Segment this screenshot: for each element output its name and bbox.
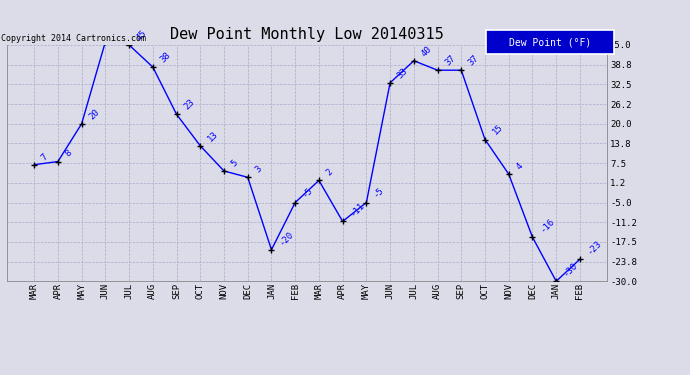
Text: 33: 33: [395, 66, 410, 80]
Text: -5: -5: [372, 186, 386, 200]
Title: Dew Point Monthly Low 20140315: Dew Point Monthly Low 20140315: [170, 27, 444, 42]
Text: 37: 37: [467, 54, 481, 68]
Text: 7: 7: [40, 152, 50, 162]
Text: 4: 4: [514, 161, 524, 171]
Text: -23: -23: [586, 238, 603, 256]
Text: 20: 20: [87, 107, 101, 121]
Text: 13: 13: [206, 129, 220, 143]
Text: 37: 37: [443, 54, 457, 68]
Text: 45: 45: [135, 28, 148, 42]
Text: -11: -11: [348, 201, 366, 219]
Text: -5: -5: [301, 186, 315, 200]
Text: 3: 3: [253, 164, 264, 174]
Text: -16: -16: [538, 217, 555, 234]
Text: -20: -20: [277, 229, 295, 247]
Text: 5: 5: [230, 158, 239, 168]
Text: 15: 15: [491, 123, 504, 137]
Text: 38: 38: [159, 50, 172, 64]
Text: -30: -30: [562, 261, 580, 279]
Text: 46: 46: [0, 374, 1, 375]
Text: 23: 23: [182, 98, 196, 111]
Text: 8: 8: [63, 148, 74, 159]
Text: 2: 2: [324, 168, 335, 178]
Text: 40: 40: [420, 44, 433, 58]
Text: Copyright 2014 Cartronics.com: Copyright 2014 Cartronics.com: [1, 34, 146, 43]
Text: Dew Point (°F): Dew Point (°F): [509, 37, 591, 47]
